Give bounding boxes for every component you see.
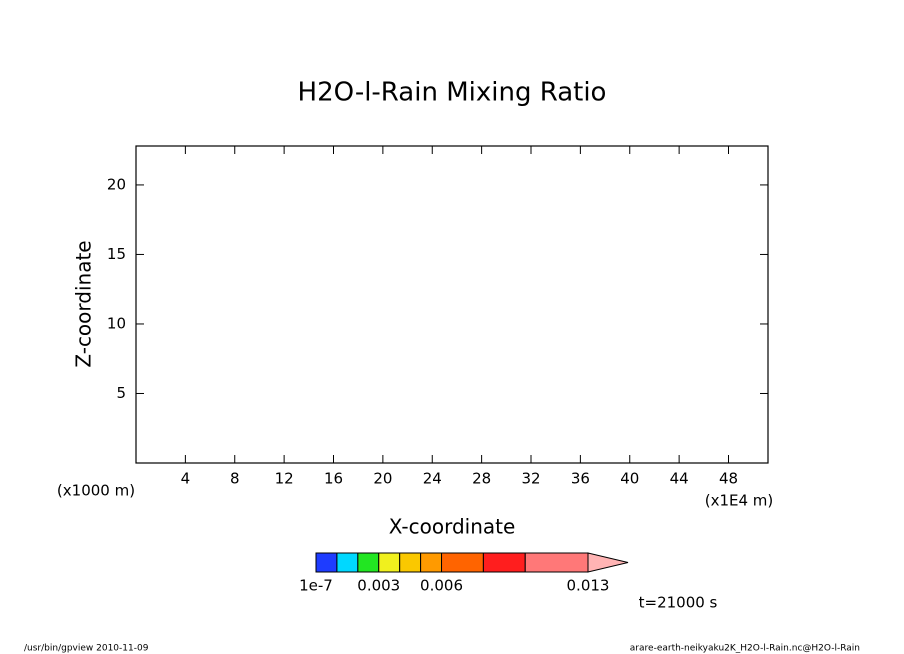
x-tick-label: 40: [620, 470, 639, 488]
time-annotation: t=21000 s: [639, 594, 718, 612]
x-tick-label: 4: [181, 470, 191, 488]
y-tick-label: 5: [116, 384, 126, 402]
x-tick-label: 28: [472, 470, 491, 488]
x-tick-label: 20: [373, 470, 392, 488]
y-tick-label: 15: [107, 245, 126, 263]
x-tick-label: 36: [571, 470, 590, 488]
footer-right: arare-earth-neikyaku2K_H2O-l-Rain.nc@H2O…: [630, 644, 860, 654]
x-tick-label: 24: [423, 470, 442, 488]
colorbar-label: 0.013: [567, 577, 610, 595]
x-tick-label: 48: [719, 470, 738, 488]
y-axis-label: Z-coordinate: [72, 240, 96, 367]
colorbar-box: [482, 552, 526, 573]
colorbar-box: [315, 552, 338, 573]
colorbar-box: [420, 552, 443, 573]
colorbar-box: [524, 552, 589, 573]
colorbar-extension: [587, 552, 629, 573]
plot-frame: [135, 145, 769, 464]
x-tick-label: 12: [275, 470, 294, 488]
colorbar-label: 0.006: [420, 577, 463, 595]
colorbar-box: [441, 552, 484, 573]
y-tick-label: 10: [107, 314, 126, 332]
colorbar-box: [378, 552, 401, 573]
colorbar-box: [399, 552, 422, 573]
footer-left: /usr/bin/gpview 2010-11-09: [24, 644, 149, 654]
colorbar-label: 1e-7: [299, 577, 333, 595]
colorbar-label: 0.003: [357, 577, 400, 595]
x-unit: (x1E4 m): [705, 492, 774, 510]
x-axis-label: X-coordinate: [389, 515, 516, 539]
chart-title: H2O-l-Rain Mixing Ratio: [298, 78, 607, 108]
y-unit: (x1000 m): [57, 482, 135, 500]
x-tick-label: 8: [230, 470, 240, 488]
x-tick-label: 44: [670, 470, 689, 488]
x-tick-label: 32: [521, 470, 540, 488]
x-tick-label: 16: [324, 470, 343, 488]
colorbar-box: [336, 552, 359, 573]
y-tick-label: 20: [107, 175, 126, 193]
colorbar-box: [357, 552, 380, 573]
